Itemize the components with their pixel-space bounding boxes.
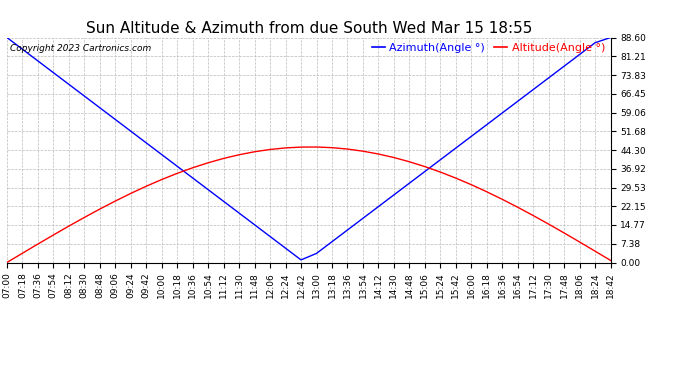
Legend: Azimuth(Angle °), Altitude(Angle °): Azimuth(Angle °), Altitude(Angle °) [371,43,605,53]
Title: Sun Altitude & Azimuth from due South Wed Mar 15 18:55: Sun Altitude & Azimuth from due South We… [86,21,532,36]
Text: Copyright 2023 Cartronics.com: Copyright 2023 Cartronics.com [10,44,151,53]
